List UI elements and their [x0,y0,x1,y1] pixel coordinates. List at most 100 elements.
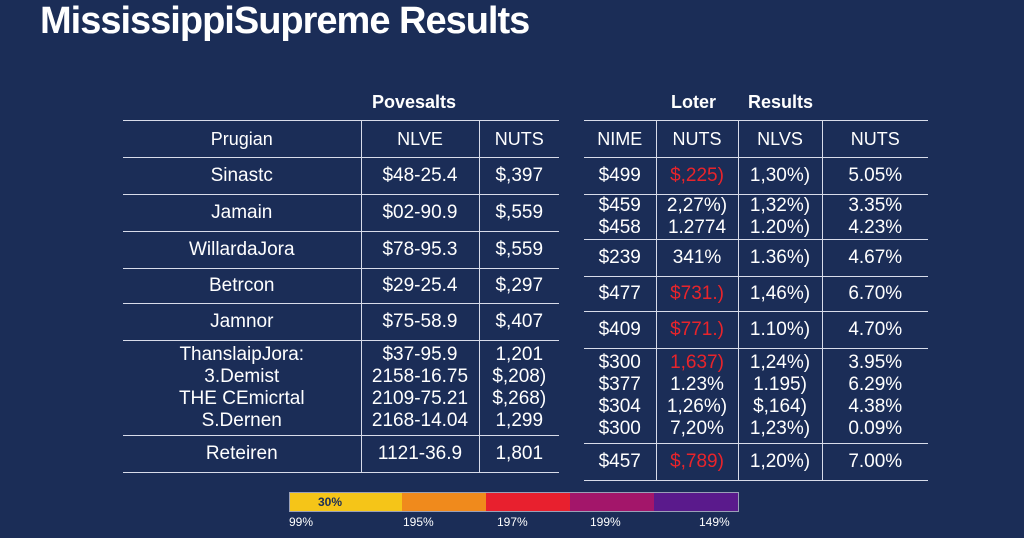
legend-swatch [402,493,486,511]
table-cell: 5.05% [821,157,928,195]
group-heading-right-a: Loter [671,92,716,112]
table-cell: 1,46%) [737,276,822,312]
cell-value: $,407 [495,311,544,332]
table-cell: $239 [584,239,656,277]
cell-value: 4.70% [848,319,903,340]
cell-value: ThanslaipJora: [179,344,305,365]
legend-swatch [570,493,654,511]
table-row: Betrcon $29-25.4 $,297 [123,268,559,304]
table-row: $499 $,225) 1,30%) 5.05% [584,157,928,195]
table-cell: Jamnor [123,303,361,341]
table-cell: 4.70% [821,311,928,349]
table-cell: 1.36%) [737,239,822,277]
table-cell: 1121-36.9 [360,435,479,473]
column-header: NUTS [655,120,738,158]
cell-value: 1,24%) [749,352,811,373]
cell-value: $,268) [492,388,547,409]
cell-value: $304 [598,396,641,417]
legend-label: 149% [699,515,730,529]
cell-value: 1,637) [670,352,724,373]
table-cell: 1,24%) 1.195) $,164) 1,23%) [737,348,822,444]
group-heading-left: Povesalts [372,92,457,112]
table-row: Sinastc $48-25.4 $,397 [123,157,559,195]
cell-value: $300 [598,418,641,439]
table-cell: $,397 [478,157,559,195]
cell-value: THE CEmicrtal [178,388,305,409]
cell-value: 6.29% [848,374,903,395]
table-cell: $37-95.9 2158-16.75 2109-75.21 2168-14.04 [360,340,479,436]
table-cell: Sinastc [123,157,361,195]
table-cell: 1,637) 1.23% 1,26%) 7,20% [655,348,738,444]
table-row: $477 $731.) 1,46%) 6.70% [584,276,928,312]
table-cell: $78-95.3 [360,231,479,269]
cell-value: 1,46%) [749,283,811,304]
cell-value: 1.20%) [749,217,811,238]
cell-value: WillardaJora [188,239,295,260]
table-cell: ThanslaipJora: 3.Demist THE CEmicrtal S.Der… [123,340,361,436]
legend-swatch: 30% [290,493,402,511]
table-row: $300 $377 $304 $300 1,637) 1.23% 1,26%) 7,20% 1,… [584,348,928,444]
cell-value: 7.00% [848,451,903,472]
table-cell: $,559 [478,194,559,232]
cell-value: $37-95.9 [382,344,458,365]
table-row: ThanslaipJora: 3.Demist THE CEmicrtal S.Der… [123,340,559,436]
cell-value: Betrcon [209,275,275,296]
table-cell: Betrcon [123,268,361,304]
table-cell: 3.35% 4.23% [821,194,928,240]
table-cell: $457 [584,443,656,481]
cell-value: 1121-36.9 [377,443,463,464]
cell-value: 2158-16.75 [371,366,469,387]
cell-value: 3.95% [848,352,903,373]
cell-value: 1,23%) [749,418,811,439]
cell-value: 1,299 [495,410,544,431]
cell-value: $48-25.4 [382,165,458,186]
cell-value: 1.36%) [749,247,811,268]
cell-value: $,559 [495,202,544,223]
cell-value: Sinastc [210,165,273,186]
cell-value: S.Dernen [201,410,282,431]
cell-value: 2168-14.04 [371,410,469,431]
legend-inner-label: 30% [318,495,343,509]
cell-value: 1.23% [670,374,724,395]
table-row: Jamnor $75-58.9 $,407 [123,303,559,341]
cell-value: 0.09% [848,418,903,439]
legend-label: 99% [289,515,314,529]
table-cell: $459 $458 [584,194,656,240]
cell-value: $29-25.4 [382,275,458,296]
cell-value: $457 [598,451,641,472]
table-cell: $48-25.4 [360,157,479,195]
table-header-row: Prugian NLVE NUTS [123,120,559,158]
cell-value: 1,30%) [749,165,811,186]
table-cell: $,225) [655,157,738,195]
table-row: $459 $458 2,27%) 1.2774 1,32%) 1.20%) 3.35% 4.2… [584,194,928,240]
cell-value: 1,26%) [666,396,728,417]
cell-value: 4.67% [848,247,903,268]
cell-value: 4.23% [848,217,903,238]
cell-value: $477 [598,283,641,304]
cell-value: $,208) [492,366,547,387]
table-cell: WillardaJora [123,231,361,269]
legend-label: 195% [403,515,434,529]
cell-value: 1,801 [495,443,544,464]
table-cell: 2,27%) 1.2774 [655,194,738,240]
cell-value: $499 [598,165,641,186]
cell-value: 1,201 [495,344,544,365]
cell-value: 7,20% [670,418,724,439]
cell-value: $,297 [495,275,544,296]
cell-value: $,225) [670,165,724,186]
results-table-left: Prugian NLVE NUTS Sinastc $48-25.4 $,397 Ja… [123,120,559,473]
table-cell: 1,30%) [737,157,822,195]
table-cell: $300 $377 $304 $300 [584,348,656,444]
cell-value: $,559 [495,239,544,260]
column-header: NIME [584,120,656,158]
table-cell: $499 [584,157,656,195]
table-cell: 1.10%) [737,311,822,349]
cell-value: 5.05% [848,165,903,186]
table-cell: 3.95% 6.29% 4.38% 0.09% [821,348,928,444]
table-cell: 341% [655,239,738,277]
table-row: WillardaJora $78-95.3 $,559 [123,231,559,269]
group-heading-right-b: Results [748,92,814,112]
table-header-row: NIME NUTS NLVS NUTS [584,120,928,158]
table-cell: $731.) [655,276,738,312]
page-title: MississippiSupreme Results [40,0,530,42]
